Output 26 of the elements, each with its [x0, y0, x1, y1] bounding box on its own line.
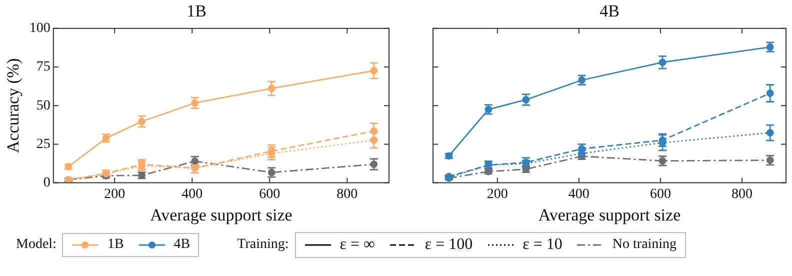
x-axis-title: Average support size: [150, 205, 292, 224]
text: ε = ∞: [340, 236, 375, 254]
x-tick-label: 400: [568, 186, 590, 202]
text: Training:: [237, 237, 289, 253]
x-tick-label: 200: [104, 186, 126, 202]
y-tick-label: 100: [29, 21, 50, 36]
x-axis-title: Average support size: [538, 205, 681, 224]
text: ε = 100: [424, 236, 473, 254]
x-tick-label: 400: [182, 186, 203, 202]
x-tick-label: 800: [336, 186, 358, 202]
text: 1B: [107, 237, 124, 253]
chart-title: 1B: [186, 2, 206, 21]
y-tick-label: 75: [36, 60, 50, 75]
text: ε = 10: [522, 236, 562, 254]
y-tick-label: 0: [43, 175, 50, 190]
y-tick-label: 25: [36, 136, 50, 152]
text: 4B: [174, 237, 190, 253]
text: Model:: [16, 237, 56, 253]
x-tick-label: 800: [731, 186, 752, 202]
x-tick-label: 600: [259, 186, 280, 202]
chart-title: 4B: [600, 2, 620, 21]
x-tick-label: 200: [486, 186, 508, 202]
y-tick-label: 50: [36, 98, 50, 114]
x-tick-label: 600: [650, 186, 671, 202]
y-axis-title: Accuracy (%): [4, 58, 23, 154]
text: No training: [612, 237, 677, 253]
